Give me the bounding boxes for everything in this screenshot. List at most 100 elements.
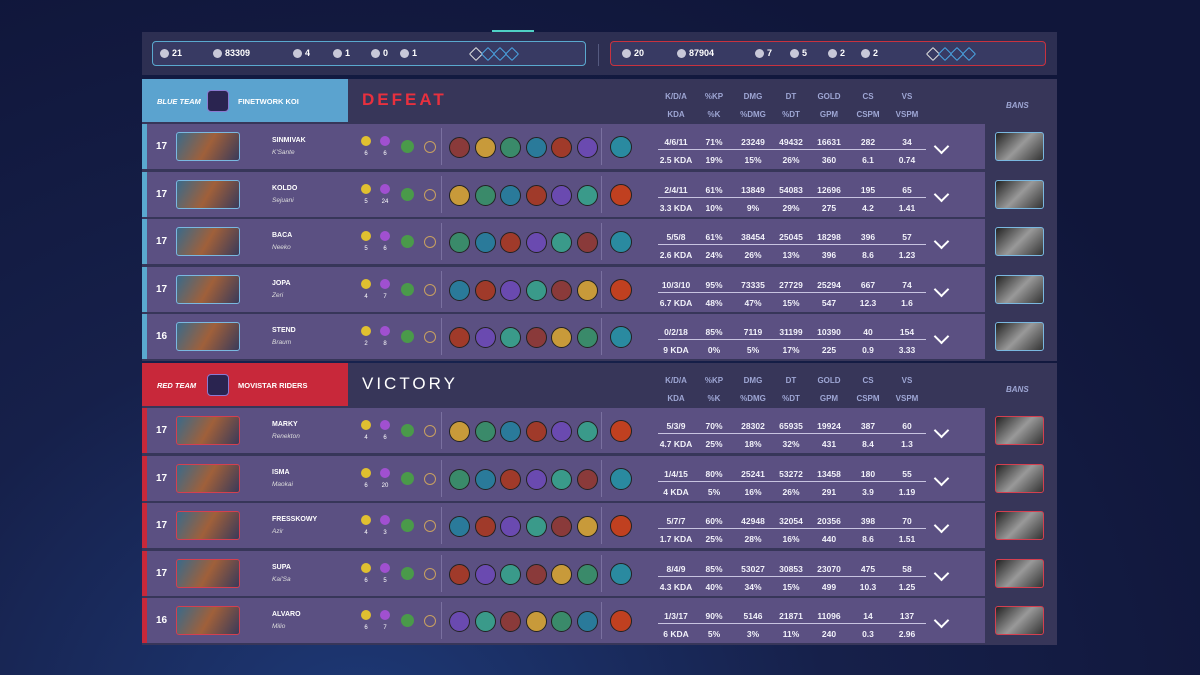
- item-icon: [449, 421, 470, 442]
- row-separator: [658, 623, 926, 624]
- item-icon: [500, 279, 521, 301]
- stat-icon: [677, 49, 686, 58]
- item-icon: [500, 516, 521, 537]
- stat-value: 431: [821, 439, 837, 449]
- champion-name: Sejuani: [272, 196, 294, 204]
- stat-value: 65935: [779, 421, 803, 431]
- champion-name: Maokai: [272, 480, 293, 488]
- champion-portrait: [176, 558, 240, 588]
- stat-value: 3.9: [862, 486, 874, 497]
- stat-value: 25045: [779, 232, 803, 242]
- stat-value: 32054: [779, 516, 803, 526]
- rune-icon: [361, 420, 371, 430]
- rune-count: 6: [383, 435, 387, 441]
- item-icon: [525, 563, 547, 585]
- summoner-icon: [401, 471, 414, 485]
- item-icon: [449, 137, 470, 158]
- divider: [441, 318, 442, 355]
- divider: [598, 44, 599, 66]
- rune-count: 5: [364, 198, 368, 205]
- stat-value: 47%: [744, 297, 762, 308]
- divider: [601, 318, 602, 355]
- rune-icon: [380, 231, 390, 241]
- trinket-icon: [610, 183, 632, 206]
- stat-value: 74: [902, 279, 912, 290]
- stat-value: 3.33: [898, 345, 916, 355]
- item-icon: [500, 232, 521, 253]
- ban-portrait: [995, 416, 1044, 445]
- ban-portrait: [995, 463, 1044, 493]
- item-icon: [551, 421, 572, 442]
- stat-value: 396: [860, 232, 876, 242]
- stat-value: 5/7/7: [666, 516, 686, 526]
- item-icon: [474, 279, 496, 301]
- row-strip: [142, 266, 147, 312]
- stat-value: 25241: [741, 468, 765, 479]
- summoner-icon: [424, 425, 436, 437]
- divider: [601, 412, 602, 449]
- stat-value: 11%: [782, 629, 800, 639]
- stat-value: 5%: [707, 629, 721, 639]
- stat-value: 291: [821, 486, 837, 497]
- rune-icon: [380, 467, 390, 478]
- summoner-icon: [401, 187, 414, 201]
- summary-inhibitors: 2: [873, 48, 879, 58]
- level: 17: [156, 520, 168, 531]
- stat-value: 65: [902, 184, 912, 195]
- summoner-icon: [424, 141, 436, 153]
- level: 17: [156, 141, 168, 152]
- stat-value: 282: [860, 137, 876, 147]
- team-summary: [152, 41, 586, 66]
- level: 17: [156, 567, 168, 579]
- stat-value: 225: [821, 345, 837, 355]
- item-icon: [500, 137, 521, 158]
- column-header: GPM: [819, 110, 839, 119]
- stat-value: 4/6/11: [664, 137, 688, 147]
- stat-value: 26%: [744, 250, 762, 260]
- item-icon: [474, 611, 496, 632]
- stat-value: 8.6: [862, 250, 874, 260]
- stat-icon: [160, 49, 169, 58]
- stat-value: 5%: [707, 486, 721, 497]
- ban-portrait: [995, 179, 1044, 209]
- rune-icon: [361, 515, 371, 525]
- row-separator: [658, 291, 926, 293]
- stat-value: 20356: [817, 516, 841, 526]
- row-separator: [658, 433, 926, 434]
- rune-count: 7: [383, 293, 387, 300]
- stat-value: 398: [860, 516, 876, 526]
- champion-portrait: [176, 274, 240, 304]
- summoner-icon: [424, 236, 436, 248]
- rune-icon: [361, 278, 371, 289]
- item-icon: [449, 611, 470, 632]
- stat-value: 21871: [779, 611, 803, 621]
- stat-value: 5/5/8: [666, 232, 686, 242]
- ban-portrait: [995, 322, 1044, 351]
- stat-value: 8.6: [862, 534, 874, 544]
- column-header: VSPM: [895, 394, 919, 403]
- stat-value: 23070: [817, 563, 841, 574]
- item-icon: [525, 421, 547, 442]
- team-logo: [207, 374, 229, 396]
- level: 17: [156, 425, 168, 436]
- stat-icon: [622, 49, 631, 58]
- rune-icon: [380, 515, 390, 525]
- stat-icon: [293, 49, 302, 58]
- divider: [441, 128, 442, 165]
- summoner-icon: [401, 330, 414, 343]
- divider: [441, 270, 442, 308]
- stat-value: 499: [821, 581, 837, 592]
- stat-value: 154: [899, 327, 915, 337]
- row-separator: [658, 196, 926, 198]
- stat-value: 1/3/17: [664, 611, 688, 621]
- level: 17: [156, 236, 168, 247]
- row-strip: [142, 314, 147, 359]
- stat-value: 53272: [779, 468, 803, 479]
- stat-value: 23249: [741, 137, 765, 147]
- row-strip: [142, 503, 147, 548]
- column-header: %DT: [782, 394, 800, 403]
- stat-value: 10/3/10: [661, 279, 691, 290]
- stat-value: 11096: [817, 611, 841, 621]
- stat-value: 1.6: [901, 297, 913, 308]
- summary-gold: 83309: [225, 48, 251, 58]
